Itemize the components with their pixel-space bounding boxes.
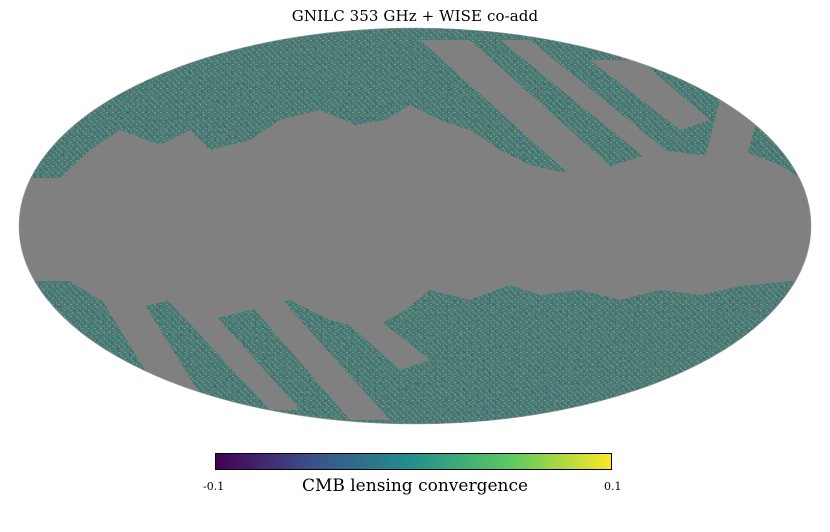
mask-regions — [19, 40, 811, 420]
colorbar-min-label: -0.1 — [203, 480, 225, 493]
colorbar-max-label: 0.1 — [604, 480, 622, 493]
map-title: GNILC 353 GHz + WISE co-add — [291, 7, 539, 25]
colorbar-gradient — [216, 454, 611, 469]
colorbar — [215, 453, 612, 470]
colorbar-label: CMB lensing convergence — [301, 476, 529, 496]
